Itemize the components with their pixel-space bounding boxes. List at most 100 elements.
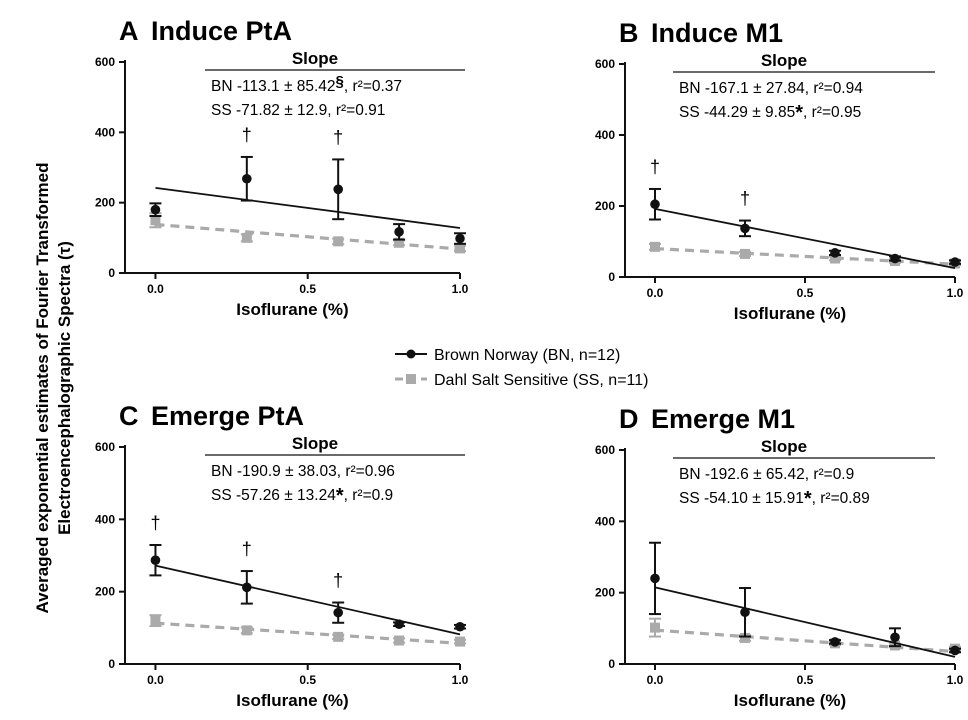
panel-d-point-bn bbox=[830, 637, 840, 647]
panel-c-xtick-label: 0.5 bbox=[299, 673, 316, 687]
panel-c-point-ss bbox=[150, 615, 161, 626]
panel-c-ytick-label: 400 bbox=[95, 512, 115, 526]
panel-a-ytick-label: 0 bbox=[108, 266, 115, 280]
panel-d-ytick-label: 400 bbox=[595, 514, 615, 528]
panel-a-fit-ss bbox=[155, 222, 461, 251]
panel-c-slope-header: Slope bbox=[292, 434, 338, 453]
panel-c-dagger: † bbox=[333, 571, 343, 591]
panel-c-title: Emerge PtA bbox=[151, 401, 304, 431]
panel-a-point-bn bbox=[455, 233, 465, 244]
panel-c-point-bn bbox=[150, 555, 161, 566]
panel-a-point-bn bbox=[333, 184, 343, 195]
legend-entry-bn: Brown Norway (BN, n=12) bbox=[395, 347, 620, 364]
panel-a-ytick-label: 600 bbox=[95, 55, 115, 69]
panel-d-point-bn bbox=[650, 573, 660, 584]
panel-c-point-ss bbox=[241, 625, 252, 636]
panel-b-ytick-label: 200 bbox=[595, 199, 615, 213]
panel-c-ytick-label: 0 bbox=[108, 657, 115, 671]
panel-a-point-bn bbox=[242, 173, 252, 184]
panel-b-ytick-label: 0 bbox=[608, 270, 615, 284]
panel-b-point-bn bbox=[830, 248, 840, 258]
panel-d-ytick-label: 200 bbox=[595, 586, 615, 600]
panel-b-title: Induce M1 bbox=[651, 18, 783, 48]
panel-c-point-bn bbox=[242, 582, 252, 593]
panel-b-slope-row-bn: BN -167.1 ± 27.84, r²=0.94 bbox=[679, 80, 863, 97]
panel-b-dagger: † bbox=[740, 189, 750, 209]
panel-c-point-ss bbox=[394, 635, 405, 646]
panel-d-fit-bn bbox=[654, 586, 956, 658]
panel-a-slope-row-bn: BN -113.1 ± 85.42§, r²=0.37 bbox=[211, 73, 402, 95]
panel-c-xlabel: Isoflurane (%) bbox=[236, 691, 348, 710]
figure-ylabel-line1: Averaged exponential estimates of Fourie… bbox=[33, 163, 52, 614]
panel-a-point-ss bbox=[150, 215, 161, 226]
panel-d-xtick-label: 0.5 bbox=[797, 673, 814, 687]
legend-label-bn: Brown Norway (BN, n=12) bbox=[434, 347, 620, 364]
panel-c-dagger: † bbox=[150, 513, 160, 533]
panel-b-point-ss bbox=[650, 241, 660, 252]
panel-c-dagger: † bbox=[242, 539, 252, 559]
panel-c-point-bn bbox=[455, 621, 465, 632]
legend-marker-ss bbox=[406, 374, 416, 384]
panel-b-ytick-label: 400 bbox=[595, 128, 615, 142]
panel-d-point-ss bbox=[740, 632, 750, 643]
panel-c-point-bn bbox=[333, 607, 343, 618]
panel-d-xtick-label: 1.0 bbox=[947, 673, 964, 687]
panel-d-letter: D bbox=[619, 404, 639, 434]
panel-a-xlabel: Isoflurane (%) bbox=[236, 300, 348, 319]
panel-c-xtick-label: 0.0 bbox=[147, 673, 164, 687]
panel-b-slope-row-ss: SS -44.29 ± 9.85*, r²=0.95 bbox=[679, 102, 861, 124]
panel-b-point-bn bbox=[950, 257, 960, 267]
panel-b-point-ss bbox=[830, 253, 840, 264]
panel-b-xlabel: Isoflurane (%) bbox=[734, 304, 846, 323]
panel-d-ytick-label: 0 bbox=[608, 657, 615, 671]
panel-d-title: Emerge M1 bbox=[651, 404, 795, 434]
panel-a-point-ss bbox=[333, 236, 344, 247]
panel-c-point-ss bbox=[333, 631, 344, 642]
panel-b-fit-bn bbox=[654, 207, 956, 270]
panel-b-xtick-label: 1.0 bbox=[947, 286, 964, 300]
panel-d-point-ss bbox=[650, 622, 660, 633]
panel-a-fit-bn bbox=[155, 187, 461, 229]
panel-a-point-bn bbox=[150, 204, 161, 215]
panel-b-ytick-label: 600 bbox=[595, 57, 615, 71]
panel-c-slope-row-ss: SS -57.26 ± 13.24*, r²=0.9 bbox=[211, 485, 393, 507]
legend-label-ss: Dahl Salt Sensitive (SS, n=11) bbox=[434, 372, 648, 389]
panel-a-title: Induce PtA bbox=[151, 16, 292, 46]
panel-a-point-ss bbox=[394, 237, 405, 248]
panel-a-slope-header: Slope bbox=[292, 49, 338, 68]
panel-b-point-ss bbox=[740, 248, 750, 259]
panel-c: C Emerge PtA 0 200 400 600 0.0 0.5 1.0 Isoflurane… bbox=[95, 401, 469, 710]
panel-d-ytick-label: 600 bbox=[595, 443, 615, 457]
panel-d: D Emerge M1 0 200 400 600 0.0 0.5 1.0 Isoflurane … bbox=[595, 404, 964, 710]
panel-b-letter: B bbox=[619, 18, 639, 48]
panel-d-slope-header: Slope bbox=[761, 437, 807, 456]
panel-a-xtick-label: 0.0 bbox=[147, 282, 164, 296]
panel-d-xlabel: Isoflurane (%) bbox=[734, 691, 846, 710]
panel-a-letter: A bbox=[119, 16, 139, 46]
panel-c-fit-bn bbox=[155, 564, 461, 636]
panel-b-point-bn bbox=[650, 199, 660, 210]
chart-panels: A Induce PtA 0 200 400 600 0.0 0.5 1.0 Isoflurane… bbox=[95, 16, 964, 710]
figure-ylabel-line2: Electroencephalographic Spectra (τ) bbox=[55, 241, 74, 535]
panel-b: B Induce M1 0 200 400 600 0.0 0.5 1.0 Isoflurane … bbox=[595, 18, 964, 323]
panel-a-point-ss bbox=[455, 243, 465, 254]
panel-d-slope-row-bn: BN -192.6 ± 65.42, r²=0.9 bbox=[679, 466, 854, 483]
legend-marker-bn bbox=[406, 349, 416, 359]
panel-b-xtick-label: 0.5 bbox=[797, 286, 814, 300]
panel-a-ytick-label: 400 bbox=[95, 125, 115, 139]
panel-c-ytick-label: 200 bbox=[95, 585, 115, 599]
panel-c-point-ss bbox=[455, 636, 465, 647]
legend: Brown Norway (BN, n=12) Dahl Salt Sensit… bbox=[395, 347, 648, 389]
panel-b-slope-header: Slope bbox=[761, 51, 807, 70]
panel-d-point-bn bbox=[890, 632, 900, 643]
panel-a: A Induce PtA 0 200 400 600 0.0 0.5 1.0 Isoflurane… bbox=[95, 16, 469, 319]
panel-d-point-bn bbox=[740, 607, 750, 618]
panel-a-dagger: † bbox=[242, 125, 252, 145]
panel-c-point-bn bbox=[394, 619, 404, 630]
panel-b-point-bn bbox=[740, 223, 750, 234]
panel-b-xtick-label: 0.0 bbox=[647, 286, 664, 300]
legend-entry-ss: Dahl Salt Sensitive (SS, n=11) bbox=[395, 372, 648, 389]
panel-d-xtick-label: 0.0 bbox=[647, 673, 664, 687]
panel-c-fit-ss bbox=[155, 621, 461, 645]
